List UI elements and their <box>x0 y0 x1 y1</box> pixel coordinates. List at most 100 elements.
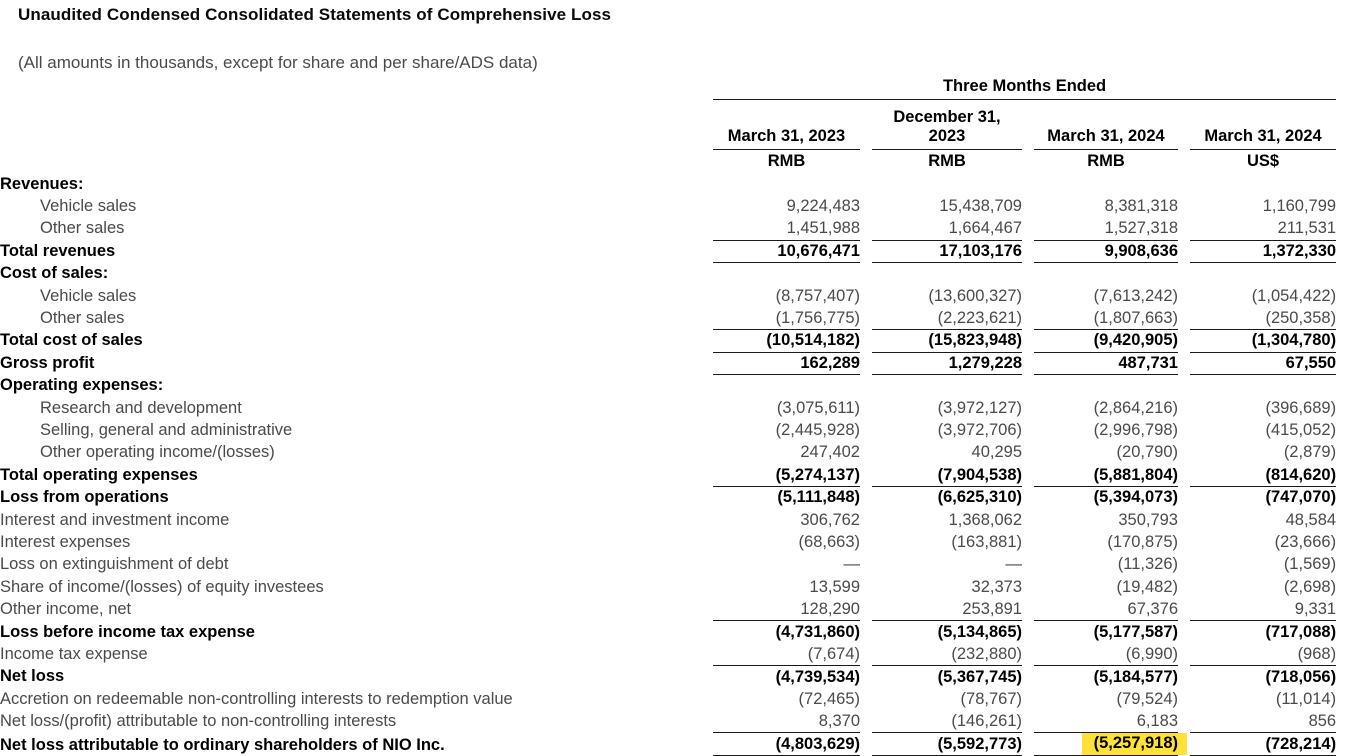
column-gap <box>1178 397 1190 419</box>
column-gap <box>860 330 872 352</box>
column-gap <box>1178 150 1190 174</box>
row-label: Accretion on redeemable non-controlling … <box>0 689 513 708</box>
row-label: Other sales <box>40 309 125 328</box>
row-label: Vehicle sales <box>40 197 137 216</box>
cell-value-col2: 253,891 <box>872 598 1022 622</box>
cell-value-col3 <box>1034 375 1178 397</box>
column-gap <box>1178 598 1190 620</box>
cell-value-col1: 8,370 <box>713 710 860 734</box>
row-label: Other income, net <box>0 600 132 619</box>
cell-value-col2: 32,373 <box>971 577 1022 596</box>
cell-value-col4: 9,331 <box>1190 598 1337 622</box>
cell-value-col1: (10,514,182) <box>713 329 860 353</box>
column-gap <box>1178 464 1190 486</box>
column-gap <box>860 710 872 732</box>
row-label: Selling, general and administrative <box>40 420 293 439</box>
table-row: Net loss (4,739,534) (5,367,745) (5,184,… <box>0 666 1336 688</box>
cell-value-col2 <box>872 263 1022 285</box>
statement-rows: Revenues: Vehicle sales 9,224,483 15,438… <box>0 173 1337 756</box>
cell-value-col1: (3,075,611) <box>776 398 860 417</box>
column-gap <box>860 554 872 576</box>
cell-value-col3: 1,527,318 <box>1034 217 1178 241</box>
cell-value-col1: (1,756,775) <box>713 307 860 331</box>
cell-value-col1 <box>713 375 860 397</box>
column-header-period-4: March 31, 2024 <box>1190 99 1337 150</box>
row-label: Share of income/(losses) of equity inves… <box>0 577 324 596</box>
column-gap <box>860 218 872 240</box>
table-row: Other sales 1,451,988 1,664,467 1,527,31… <box>0 217 1337 241</box>
column-gap <box>860 576 872 598</box>
column-gap <box>1178 554 1190 576</box>
column-gap <box>860 598 872 620</box>
cell-value-col3: 9,908,636 <box>1034 240 1178 264</box>
cell-value-col3: (19,482) <box>1116 577 1178 596</box>
column-gap <box>1022 307 1034 329</box>
column-gap <box>1022 486 1034 508</box>
cell-value-col3: 350,793 <box>1118 510 1178 529</box>
column-gap <box>1022 100 1034 150</box>
cell-value-col2: (3,972,127) <box>937 398 1022 417</box>
cell-value-col2: 15,438,709 <box>939 197 1022 216</box>
cell-value-col3: (1,807,663) <box>1034 307 1178 331</box>
cell-value-col4: (728,214) <box>1190 732 1337 756</box>
cell-value-col1: (5,274,137) <box>713 464 860 487</box>
cell-value-col1: (4,731,860) <box>775 622 860 641</box>
cell-value-col4 <box>1190 263 1336 285</box>
cell-value-col3: 487,731 <box>1034 352 1178 376</box>
cell-value-col1: (2,445,928) <box>775 420 860 439</box>
column-gap <box>1022 195 1034 217</box>
table-row: Other sales (1,756,775) (2,223,621) (1,8… <box>0 307 1337 331</box>
row-label: Other sales <box>40 219 125 238</box>
column-gap <box>1178 240 1190 262</box>
column-gap <box>1178 509 1190 531</box>
column-gap <box>860 688 872 710</box>
column-gap <box>1178 307 1190 329</box>
column-gap <box>1022 621 1034 643</box>
cell-value-col3: (5,184,577) <box>1093 667 1178 686</box>
row-label: Total revenues <box>0 241 116 260</box>
cell-value-col3 <box>1034 263 1178 285</box>
column-gap <box>860 531 872 553</box>
cell-value-col2: (3,972,706) <box>937 420 1022 439</box>
group-header: Three Months Ended <box>713 74 1337 100</box>
cell-value-col4: (1,304,780) <box>1190 329 1337 353</box>
table-row: Vehicle sales 9,224,483 15,438,709 8,381… <box>0 195 1336 217</box>
cell-value-col2: — <box>1005 555 1023 574</box>
cell-value-col1: (72,465) <box>798 689 860 708</box>
column-gap <box>1022 598 1034 620</box>
column-gap <box>860 464 872 486</box>
cell-value-col3: (5,394,073) <box>1093 488 1178 507</box>
cell-value-col1: 13,599 <box>809 577 860 596</box>
cell-value-col3 <box>1034 173 1178 195</box>
row-label: Research and development <box>40 398 242 417</box>
cell-value-col4: 48,584 <box>1285 510 1337 529</box>
cell-value-col4: 856 <box>1190 710 1337 734</box>
table-row: Accretion on redeemable non-controlling … <box>0 688 1336 710</box>
row-label: Gross profit <box>0 353 95 372</box>
column-gap <box>1178 621 1190 643</box>
cell-value-col4: 211,531 <box>1190 217 1337 241</box>
table-row: Net loss attributable to ordinary shareh… <box>0 732 1337 756</box>
cell-value-col4: 1,160,799 <box>1262 197 1337 216</box>
cell-value-col1: 247,402 <box>800 443 860 462</box>
cell-value-col3: (79,524) <box>1116 689 1178 708</box>
cell-value-col1: 9,224,483 <box>786 197 860 216</box>
column-gap <box>1022 397 1034 419</box>
column-gap <box>1022 464 1034 486</box>
cell-value-col4 <box>1190 375 1336 397</box>
cell-value-col2: 1,279,228 <box>872 352 1022 376</box>
column-gap <box>1022 666 1034 688</box>
column-gap <box>1022 442 1034 464</box>
cell-value-col2: (2,223,621) <box>872 307 1022 331</box>
column-header-currency-4: US$ <box>1246 152 1280 170</box>
column-header-period-1: March 31, 2023 <box>713 99 860 150</box>
column-gap <box>1022 733 1034 756</box>
cell-value-col2: (163,881) <box>951 532 1022 551</box>
column-gap <box>1178 442 1190 464</box>
cell-value-col2: 17,103,176 <box>872 240 1022 264</box>
column-gap <box>1178 263 1190 285</box>
column-gap <box>860 375 872 397</box>
table-row: Revenues: <box>0 173 1336 195</box>
column-gap <box>1178 375 1190 397</box>
table-row: Cost of sales: <box>0 263 1336 285</box>
